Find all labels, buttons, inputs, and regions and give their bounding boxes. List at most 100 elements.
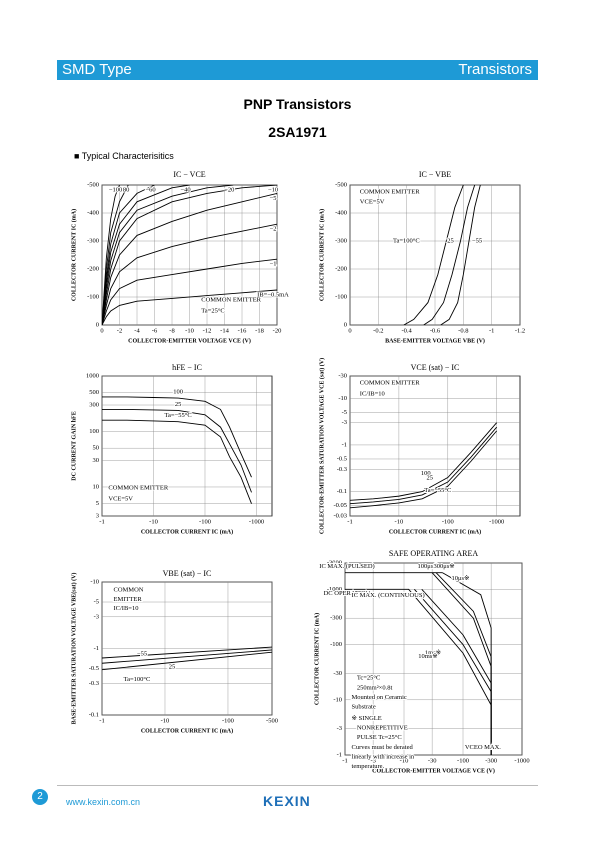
chart: SAFE OPERATING AREA COLLECTOR-EMITTER VOL… [313,549,529,775]
curve [102,185,155,325]
x-tick-label: -0.8 [458,327,468,334]
curve-label: 10μs※ [452,575,471,582]
y-tick-label: -200 [335,265,347,272]
curve-label: 25 [447,237,454,244]
curve [350,430,498,509]
curve-label: −2 [270,226,277,233]
y-tick-label: -0.3 [337,466,347,473]
x-tick-label: -100 [199,518,211,525]
annotation: VCEO MAX. [465,744,501,751]
y-axis-label: BASE-EMITTER SATURATION VOLTAGE VBE(sat)… [70,573,77,725]
y-tick-label: -100 [330,641,342,648]
curve-label: −60 [145,186,155,193]
annotation: Substrate [352,703,376,710]
x-tick-label: -1.2 [515,327,525,334]
x-tick-label: -6 [152,327,158,334]
y-tick-label: -1 [94,645,99,652]
chart-title: VCE (sat) − IC [411,363,460,372]
curve-label: Ta=100°C [393,237,420,244]
y-tick-label: -5 [342,409,347,416]
curve-label: −1 [270,261,277,268]
y-tick-label: -5 [94,599,99,606]
x-tick-label: -1000 [249,518,264,525]
header-bar: SMD Type Transistors [57,60,538,80]
y-tick-label: -500 [87,181,99,188]
y-tick-label: -400 [87,209,99,216]
y-tick-label: -0.1 [89,711,99,718]
curve-label: 10ms※ [418,653,438,660]
annotation: 250mm²×0.8t [357,684,393,691]
y-tick-label: -30 [333,670,342,677]
y-tick-label: -10 [90,578,99,585]
footer-rule [57,785,538,786]
y-tick-label: -0.05 [333,502,347,509]
y-tick-label: -100 [87,293,99,300]
x-tick-label: -0.2 [373,327,383,334]
annotation: IC/IB=10 [114,605,139,612]
annotation: VCE=5V [360,198,385,205]
curve-label: DC OPERATION [324,590,371,597]
curve [102,651,272,671]
y-tick-label: -0.5 [337,455,347,462]
curve [442,572,492,755]
curve-label: −80 [119,186,129,193]
annotation: Mounted on Ceramic [352,694,407,701]
annotation: Curves must be derated [352,744,414,751]
doc-title: PNP Transistors [243,96,352,112]
x-tick-label: -10 [395,518,404,525]
x-tick-label: 0 [100,327,103,334]
curve-label: 100 [421,470,431,477]
x-tick-label: -4 [134,327,140,334]
curve [102,258,277,325]
x-tick-label: -100 [442,518,454,525]
curve [423,185,476,325]
section-title: ■ Typical Characterisitics [74,151,174,161]
x-tick-label: -1 [347,518,352,525]
x-tick-label: -1000 [489,518,504,525]
x-axis-label: COLLECTOR CURRENT IC (mA) [389,528,481,535]
curve [102,408,252,493]
curve [102,185,234,325]
annotation: ※ SINGLE [352,715,382,722]
x-tick-label: -10 [161,717,170,724]
curve-label: IB=−0.5mA [257,291,289,298]
y-tick-label: 50 [93,445,100,452]
x-tick-label: -8 [169,327,174,334]
y-tick-label: -30 [338,372,347,379]
y-tick-label: -1000 [327,586,342,593]
part-number: 2SA1971 [268,124,327,140]
y-tick-label: -0.3 [89,680,99,687]
x-axis-label: COLLECTOR CURRENT IC (mA) [141,528,233,535]
annotation: COMMON EMITTER [360,188,420,195]
annotation: COMMON EMITTER [360,379,420,386]
x-axis-label: COLLECTOR-EMITTER VOLTAGE VCE (V) [128,337,251,344]
annotation: COMMON EMITTER [108,484,168,491]
curve [102,185,277,325]
curve-label: 100μs※ [417,563,439,570]
curve [102,289,277,325]
chart: IC − VCE COLLECTOR-EMITTER VOLTAGE VCE (V… [70,170,290,345]
x-tick-label: -3 [370,757,375,764]
footer-url: www.kexin.com.cn [66,797,141,807]
x-tick-label: 0 [348,327,351,334]
annotation: EMITTER [114,596,143,603]
y-tick-label: -0.03 [333,512,347,519]
x-tick-label: -1000 [514,757,529,764]
y-tick-label: -300 [335,237,347,244]
curve [414,589,492,755]
y-tick-label: 500 [89,389,99,396]
curve-label: −10 [268,186,278,193]
x-axis-label: BASE-EMITTER VOLTAGE VBE (V) [385,337,485,344]
chart: IC − VBE BASE-EMITTER VOLTAGE VBE (V) COLL… [318,170,525,345]
curve [350,426,498,505]
y-tick-label: -10 [338,395,347,402]
x-tick-label: -100 [457,757,469,764]
curve [102,649,272,664]
x-tick-label: -10 [185,327,194,334]
annotation: NONREPETITIVE [357,725,408,732]
curve [403,185,464,325]
annotation: COMMON [114,586,144,593]
y-tick-label: -200 [87,265,99,272]
header-right: Transistors [458,61,532,78]
